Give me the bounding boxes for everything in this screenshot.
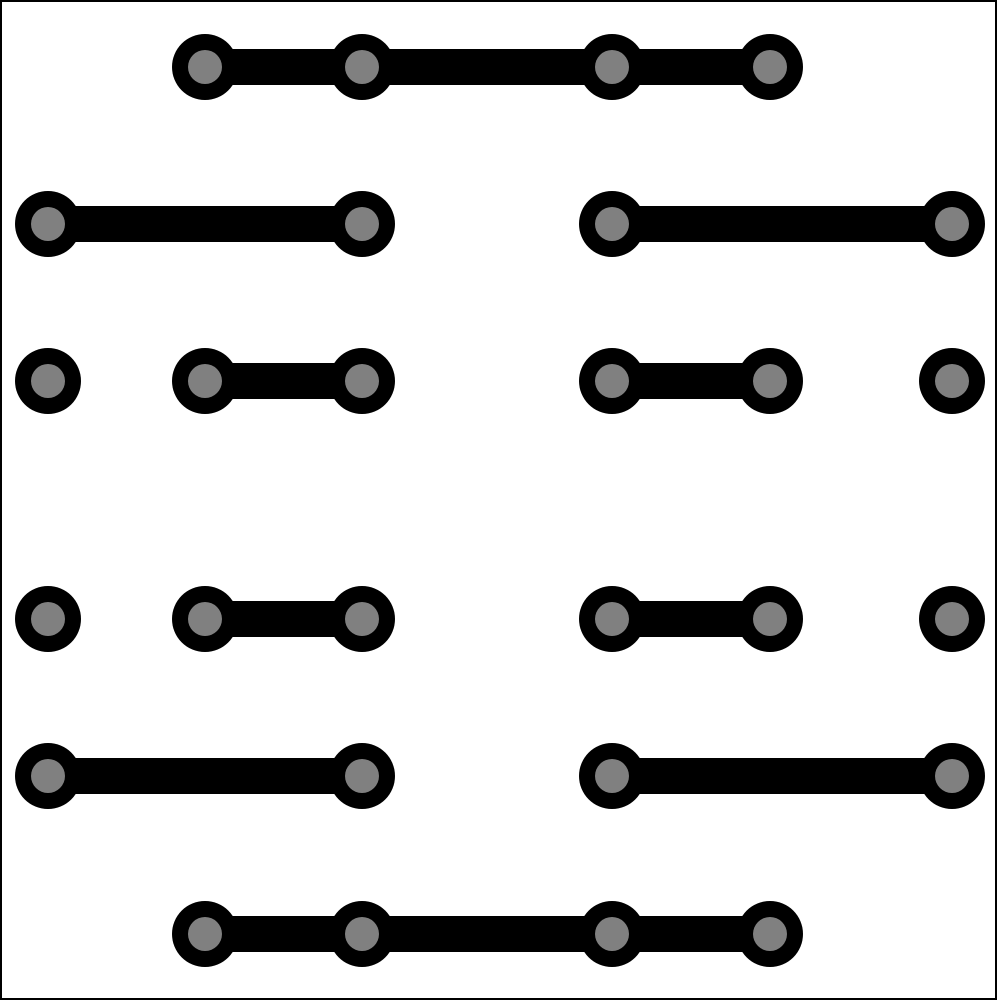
node	[737, 34, 803, 100]
node-inner	[595, 364, 629, 398]
node-inner	[31, 759, 65, 793]
node-inner	[595, 50, 629, 84]
node-inner	[345, 364, 379, 398]
node-inner	[345, 207, 379, 241]
node	[172, 348, 238, 414]
node	[329, 901, 395, 967]
node-inner	[345, 917, 379, 951]
node-inner	[595, 759, 629, 793]
node	[737, 586, 803, 652]
node	[579, 34, 645, 100]
node-inner	[188, 602, 222, 636]
node	[329, 191, 395, 257]
node	[579, 901, 645, 967]
node-inner	[595, 917, 629, 951]
node	[15, 743, 81, 809]
diagram-background	[0, 0, 997, 1000]
node	[172, 34, 238, 100]
node	[15, 348, 81, 414]
node-inner	[188, 917, 222, 951]
node	[919, 743, 985, 809]
node	[15, 191, 81, 257]
node	[737, 901, 803, 967]
node	[172, 586, 238, 652]
node-inner	[753, 364, 787, 398]
node	[329, 348, 395, 414]
node-inner	[595, 207, 629, 241]
node-inner	[31, 602, 65, 636]
node-inner	[753, 602, 787, 636]
node	[329, 34, 395, 100]
node	[579, 348, 645, 414]
node-inner	[753, 50, 787, 84]
node-inner	[188, 364, 222, 398]
node	[579, 191, 645, 257]
node-inner	[935, 602, 969, 636]
structural-diagram	[0, 0, 997, 1000]
node	[172, 901, 238, 967]
node	[737, 348, 803, 414]
node-inner	[345, 602, 379, 636]
node	[329, 586, 395, 652]
node-inner	[935, 364, 969, 398]
node-inner	[935, 759, 969, 793]
node	[15, 586, 81, 652]
node	[579, 586, 645, 652]
node	[579, 743, 645, 809]
node-inner	[595, 602, 629, 636]
node-inner	[345, 759, 379, 793]
node-inner	[935, 207, 969, 241]
node	[329, 743, 395, 809]
node-inner	[188, 50, 222, 84]
node	[919, 191, 985, 257]
node-inner	[31, 207, 65, 241]
node-inner	[31, 364, 65, 398]
node	[919, 586, 985, 652]
node-inner	[753, 917, 787, 951]
node	[919, 348, 985, 414]
node-inner	[345, 50, 379, 84]
